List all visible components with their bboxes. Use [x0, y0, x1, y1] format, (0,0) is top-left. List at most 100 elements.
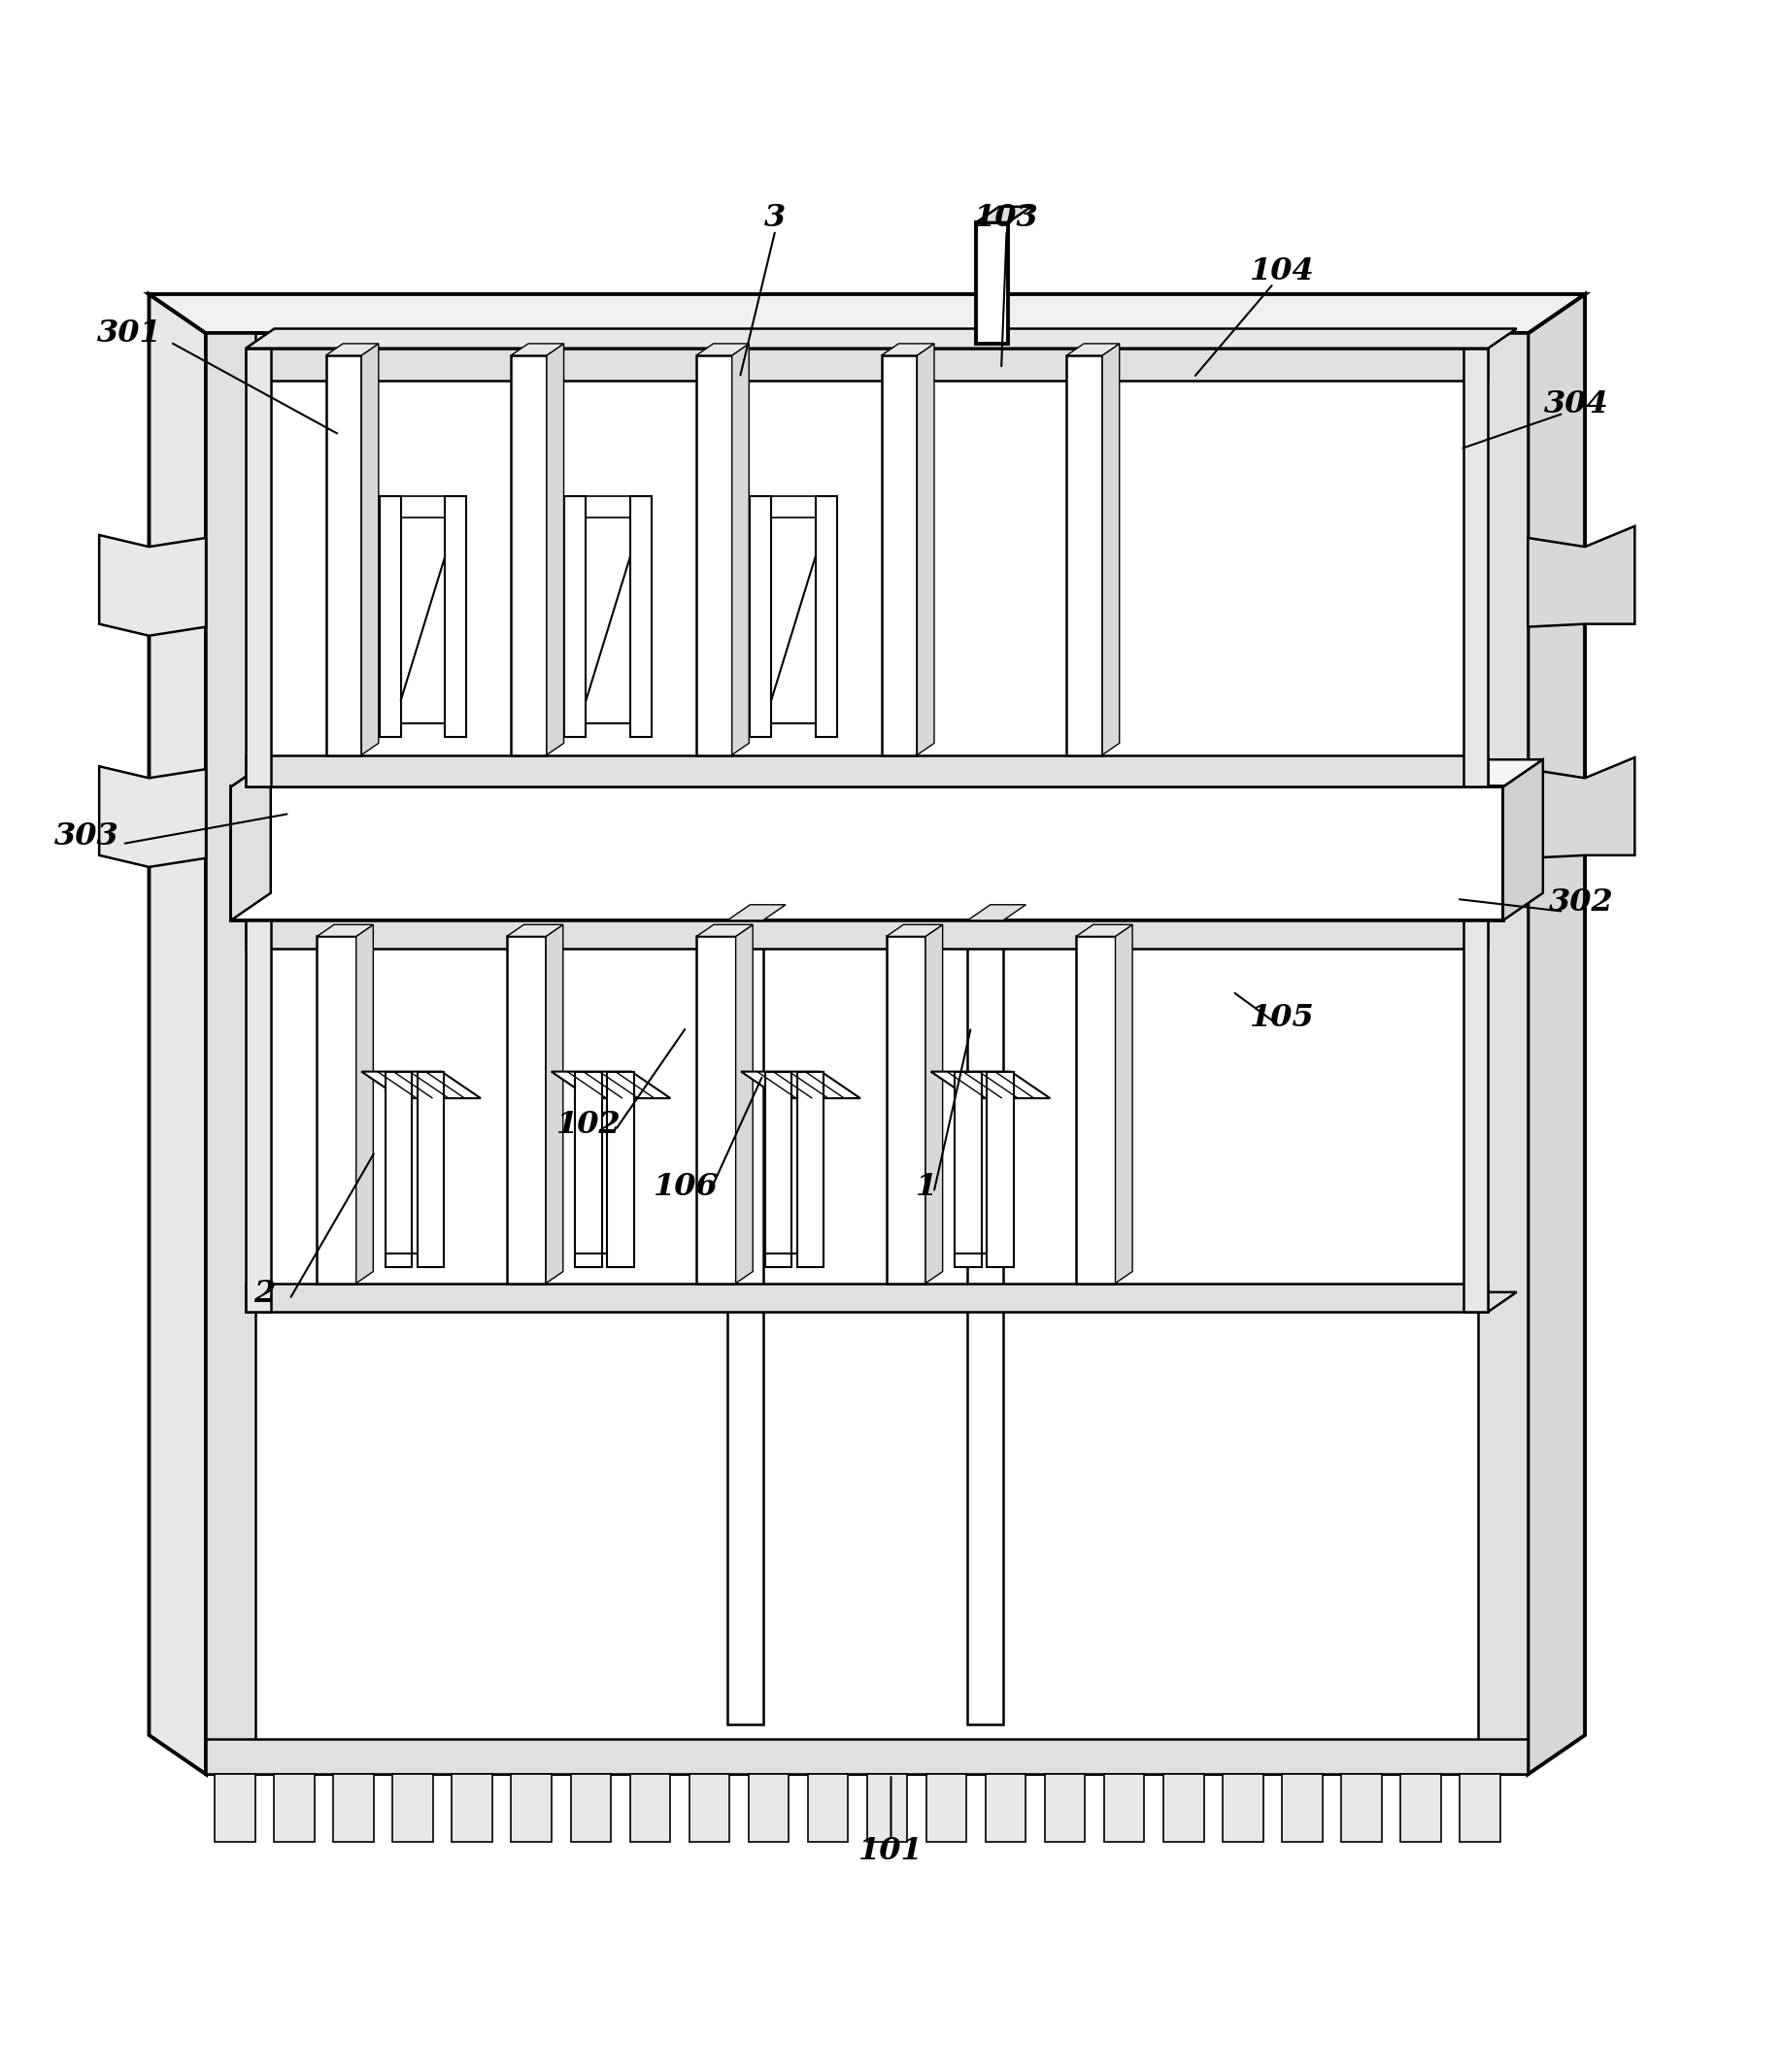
Bar	[727, 920, 763, 1724]
Polygon shape	[100, 767, 207, 866]
Polygon shape	[1116, 924, 1132, 1283]
Bar	[317, 937, 356, 1283]
Polygon shape	[246, 329, 1516, 348]
Text: 101: 101	[859, 1836, 923, 1865]
Bar	[1463, 348, 1488, 787]
Text: 102: 102	[556, 1111, 620, 1140]
Bar	[511, 1774, 552, 1842]
Polygon shape	[1527, 526, 1634, 628]
Bar	[608, 1071, 634, 1268]
Bar	[1044, 1774, 1085, 1842]
Bar	[1281, 1774, 1322, 1842]
Bar	[246, 920, 271, 1312]
Bar	[1067, 356, 1103, 754]
Polygon shape	[232, 760, 271, 920]
Bar	[326, 356, 362, 754]
Bar	[207, 334, 257, 1774]
Polygon shape	[326, 344, 378, 356]
Polygon shape	[356, 924, 372, 1283]
Text: 301: 301	[96, 319, 162, 348]
Polygon shape	[882, 344, 934, 356]
Bar	[697, 356, 732, 754]
Bar	[576, 1071, 602, 1268]
Bar	[380, 495, 401, 738]
Bar	[1479, 334, 1527, 1774]
Text: 104: 104	[1249, 257, 1315, 286]
Text: 1: 1	[916, 1173, 937, 1202]
Polygon shape	[150, 294, 1584, 334]
Polygon shape	[697, 924, 752, 937]
Text: 105: 105	[1249, 1003, 1315, 1034]
Polygon shape	[362, 344, 378, 754]
Bar	[1164, 1774, 1203, 1842]
Bar	[985, 1774, 1026, 1842]
Polygon shape	[246, 1293, 1516, 1312]
Text: 106: 106	[654, 1173, 718, 1202]
Bar	[246, 754, 1488, 787]
Polygon shape	[506, 924, 563, 937]
Bar	[274, 1774, 314, 1842]
Polygon shape	[930, 1071, 1050, 1098]
Polygon shape	[697, 344, 748, 356]
Polygon shape	[232, 760, 1543, 787]
Polygon shape	[317, 924, 372, 937]
Bar	[380, 495, 467, 518]
Bar	[1342, 1774, 1381, 1842]
Bar	[631, 495, 652, 738]
Bar	[246, 348, 271, 787]
Bar	[246, 1283, 1488, 1312]
Polygon shape	[362, 1071, 481, 1098]
Bar	[453, 1774, 492, 1842]
Bar	[511, 356, 547, 754]
Bar	[417, 1071, 444, 1268]
Bar	[506, 937, 545, 1283]
Bar	[1222, 1774, 1263, 1842]
Polygon shape	[1067, 344, 1119, 356]
Bar	[968, 920, 1003, 1724]
Polygon shape	[1502, 760, 1543, 920]
Polygon shape	[732, 344, 748, 754]
Bar	[392, 1774, 433, 1842]
Bar	[955, 1071, 982, 1268]
Bar	[697, 937, 736, 1283]
Bar	[1463, 920, 1488, 1312]
Bar	[750, 495, 772, 738]
Bar	[246, 920, 1488, 949]
Bar	[565, 495, 652, 518]
Bar	[797, 1071, 823, 1268]
Bar	[565, 495, 586, 738]
Polygon shape	[886, 924, 943, 937]
Bar	[748, 1774, 789, 1842]
Bar	[868, 1774, 907, 1842]
Bar	[987, 1071, 1014, 1268]
Bar	[886, 937, 925, 1283]
Bar	[232, 787, 1502, 920]
Bar	[816, 495, 838, 738]
Bar	[927, 1774, 966, 1842]
Polygon shape	[511, 344, 563, 356]
Bar	[246, 348, 1488, 381]
Text: 3: 3	[764, 203, 786, 232]
Polygon shape	[547, 344, 563, 754]
Polygon shape	[545, 924, 563, 1283]
Bar	[207, 334, 1527, 1774]
Bar	[385, 1071, 412, 1268]
Bar	[690, 1774, 729, 1842]
Bar	[570, 1774, 611, 1842]
Bar	[882, 356, 918, 754]
Bar	[333, 1774, 374, 1842]
Polygon shape	[741, 1071, 861, 1098]
Polygon shape	[736, 924, 752, 1283]
Polygon shape	[1076, 924, 1132, 937]
Polygon shape	[918, 344, 934, 754]
Bar	[1401, 1774, 1442, 1842]
Bar	[207, 1738, 1527, 1774]
Polygon shape	[977, 207, 1032, 222]
Bar	[1105, 1774, 1144, 1842]
Bar	[977, 222, 1009, 344]
Bar	[216, 1774, 255, 1842]
Text: 302: 302	[1549, 887, 1614, 918]
Polygon shape	[1103, 344, 1119, 754]
Polygon shape	[727, 905, 786, 920]
Bar	[629, 1774, 670, 1842]
